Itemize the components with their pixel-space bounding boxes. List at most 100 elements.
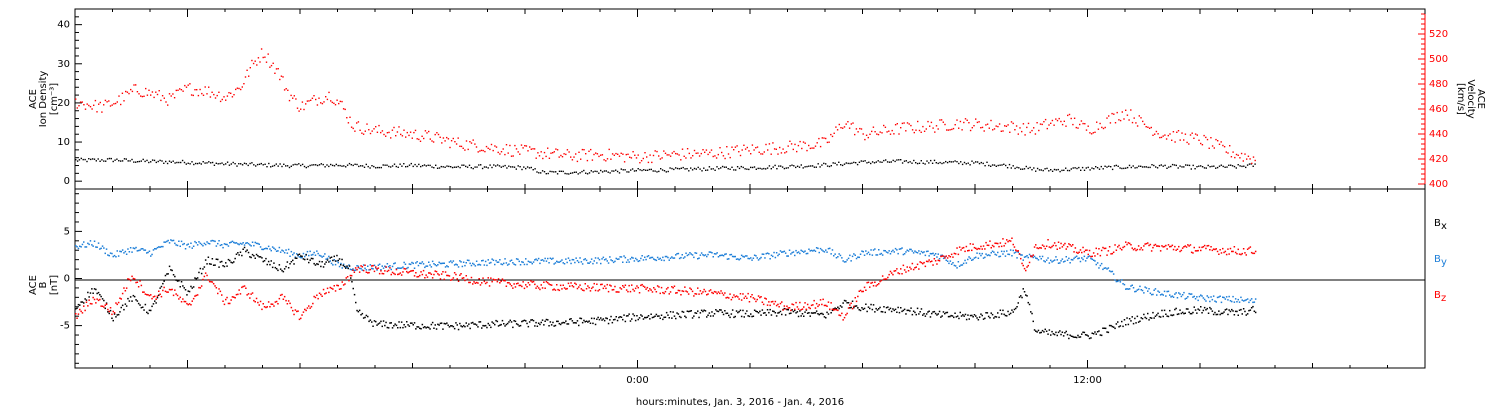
By-point — [622, 261, 624, 263]
By-point — [144, 249, 147, 251]
Bx-point — [1084, 334, 1087, 336]
series-point — [391, 129, 394, 131]
By-point — [328, 255, 330, 258]
Bx-point — [1214, 311, 1216, 314]
series-point — [850, 123, 852, 125]
Bz-point — [889, 270, 892, 273]
By-point — [808, 248, 810, 250]
Bx-point — [936, 314, 938, 316]
series-point — [406, 131, 408, 134]
Bx-point — [251, 253, 254, 256]
By-point — [880, 252, 883, 255]
By-point — [547, 257, 549, 260]
By-point — [889, 253, 892, 255]
By-point — [1055, 256, 1057, 258]
series-point — [1072, 167, 1074, 169]
By-point — [99, 248, 101, 250]
Bz-point — [210, 281, 212, 283]
Bz-point — [781, 301, 783, 303]
Bx-point — [194, 277, 196, 279]
Bz-point — [329, 286, 331, 289]
Bz-point — [296, 310, 298, 313]
Bx-point — [1052, 333, 1055, 335]
By-point — [412, 262, 414, 265]
Bx-point — [1209, 306, 1211, 309]
By-point — [119, 250, 121, 253]
By-point — [812, 250, 814, 252]
By-point — [715, 253, 717, 255]
series-point — [583, 169, 585, 172]
Bx-point — [387, 327, 390, 329]
series-point — [485, 166, 487, 168]
By-point — [598, 258, 601, 261]
Bz-point — [208, 280, 211, 283]
series-point — [505, 144, 508, 146]
Bz-point — [398, 273, 400, 275]
series-point — [305, 166, 307, 169]
series-point — [337, 164, 339, 167]
Bx-point — [764, 312, 766, 314]
Bz-point — [616, 291, 619, 293]
series-point — [907, 161, 909, 164]
series-point — [262, 164, 264, 166]
series-point — [578, 151, 580, 153]
Bz-point — [334, 290, 337, 292]
By-point — [289, 255, 291, 257]
By-point — [399, 267, 402, 269]
By-point — [863, 254, 866, 256]
Bz-point — [762, 303, 765, 306]
Bz-point — [1161, 245, 1163, 247]
top-right-tick-label: 420 — [1429, 154, 1448, 165]
Bz-point — [672, 287, 674, 289]
series-point — [568, 173, 570, 175]
By-point — [887, 252, 889, 254]
Bx-point — [818, 313, 820, 316]
Bx-point — [722, 313, 725, 316]
By-point — [182, 243, 184, 246]
By-point — [326, 257, 329, 260]
series-point — [1132, 165, 1134, 167]
Bx-point — [360, 314, 362, 316]
Bz-point — [474, 282, 477, 284]
Bz-point — [829, 308, 831, 310]
series-point — [656, 171, 658, 173]
Bx-point — [115, 316, 117, 318]
series-point — [1165, 138, 1168, 140]
Bz-point — [773, 303, 775, 305]
Bx-point — [1131, 316, 1133, 318]
By-point — [271, 246, 274, 248]
bottom-left-tick-label: -5 — [60, 321, 70, 332]
Bz-point — [430, 273, 433, 275]
Bz-point — [821, 303, 823, 306]
Bx-point — [218, 266, 220, 268]
series-point — [886, 161, 889, 163]
By-point — [1216, 296, 1219, 299]
Bx-point — [416, 326, 418, 328]
Bz-point — [719, 292, 721, 295]
series-point — [1009, 131, 1011, 133]
series-point — [669, 167, 671, 169]
Bx-point — [587, 321, 589, 323]
series-point — [714, 155, 716, 157]
Bx-point — [438, 324, 440, 326]
series-point — [585, 153, 587, 155]
Bz-point — [222, 300, 224, 302]
By-point — [217, 242, 219, 245]
series-point — [249, 162, 251, 165]
By-point — [107, 254, 109, 256]
Bx-point — [889, 307, 892, 310]
Bx-point — [1253, 310, 1256, 312]
By-point — [1130, 285, 1132, 287]
Bx-point — [784, 314, 787, 316]
Bx-point — [1188, 311, 1190, 313]
series-point — [776, 168, 778, 170]
Bz-point — [596, 283, 598, 285]
By-point — [915, 251, 917, 253]
Bx-point — [294, 257, 297, 259]
Bx-point — [199, 267, 202, 270]
Bx-point — [368, 320, 370, 323]
By-point — [143, 249, 145, 251]
By-point — [562, 262, 564, 264]
series-point — [575, 153, 577, 155]
